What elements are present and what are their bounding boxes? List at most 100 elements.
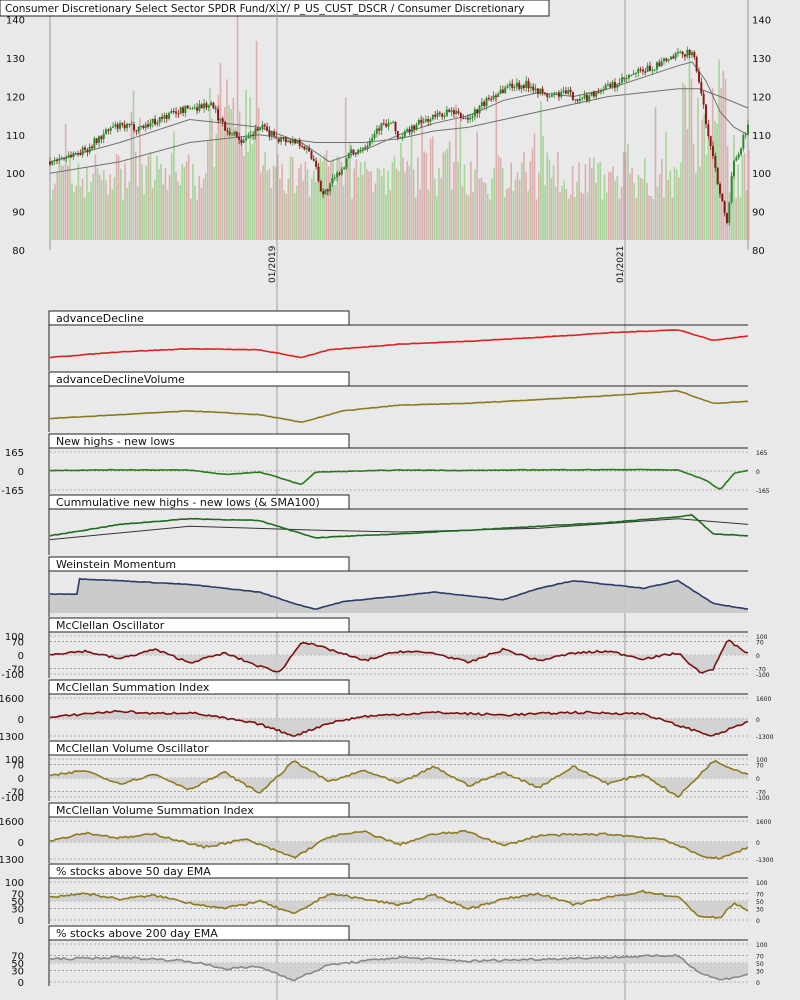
panel-y-tick-left: -100	[1, 670, 24, 681]
volume-bar	[595, 182, 597, 240]
volume-bar	[145, 165, 148, 240]
price-candle-body	[380, 123, 383, 131]
volume-bar	[417, 157, 419, 240]
volume-bar	[603, 174, 606, 240]
panel-y-tick-right: 100	[756, 942, 768, 949]
panel-area-fill	[50, 830, 748, 859]
volume-bar	[718, 59, 720, 240]
price-candle-body	[728, 202, 731, 223]
price-candle-body	[273, 131, 276, 136]
price-candle-body	[515, 82, 518, 88]
volume-bar	[429, 138, 432, 240]
price-candle-body	[350, 149, 353, 154]
price-candle-body	[233, 131, 236, 135]
volume-bar	[684, 85, 686, 240]
price-y-tick-left: 100	[6, 169, 25, 180]
panel-y-tick-left: 100	[5, 878, 24, 889]
volume-bar	[627, 143, 629, 240]
volume-bar	[618, 198, 621, 240]
price-candle-body	[88, 146, 91, 153]
volume-bar	[94, 154, 97, 240]
price-candle-body	[291, 139, 294, 143]
volume-bar	[166, 190, 169, 240]
price-candle-body	[709, 136, 712, 147]
price-panel: 80 80 90 90 100 100 110 110 120 120 130 130 140 140 01…	[0, 0, 800, 283]
price-candle-body	[151, 118, 154, 123]
volume-bar	[455, 104, 457, 240]
price-candle-body	[676, 51, 679, 54]
price-candle-body	[270, 131, 273, 136]
price-candle-body	[637, 69, 640, 73]
indicator-panel-cnhnl: Cummulative new highs - new lows (& SMA1…	[48, 494, 749, 555]
price-candle-body	[478, 105, 481, 114]
volume-bar	[707, 139, 710, 240]
volume-bar	[544, 184, 546, 240]
volume-bar	[741, 155, 744, 240]
price-candle-body	[205, 103, 208, 108]
volume-bar	[289, 156, 292, 240]
volume-bar	[366, 169, 368, 240]
volume-bar	[385, 195, 387, 240]
volume-bar	[236, 0, 239, 240]
price-candle-body	[597, 91, 600, 93]
volume-bar	[217, 95, 220, 240]
volume-bar	[695, 172, 697, 240]
volume-bar	[688, 56, 691, 241]
price-candle-body	[434, 114, 437, 117]
volume-bar	[340, 162, 343, 240]
volume-bar	[419, 189, 421, 240]
price-candle-body	[93, 138, 96, 149]
volume-bar	[463, 164, 466, 240]
panel-y-tick-right: -1300	[756, 857, 774, 864]
volume-bar	[699, 166, 701, 240]
volume-bar	[582, 193, 585, 240]
price-candle-body	[49, 161, 51, 165]
volume-bar	[561, 185, 563, 240]
panel-y-tick-right: -70	[756, 666, 766, 673]
volume-bar	[665, 132, 667, 240]
price-candle-body	[571, 92, 574, 100]
volume-bar	[317, 164, 319, 240]
indicator-panel-mco: McClellan Oscillator100700-70-100100700-…	[1, 617, 770, 681]
price-candle-body	[70, 155, 73, 158]
volume-bar	[610, 171, 612, 240]
volume-bar	[546, 152, 548, 240]
price-candle-body	[679, 51, 682, 53]
volume-bar	[518, 179, 521, 240]
price-candle-body	[525, 80, 528, 88]
panel-y-tick-right: 0	[756, 653, 760, 660]
panel-y-tick-right: 0	[756, 469, 760, 476]
price-candle-body	[396, 131, 399, 139]
price-candle-body	[665, 58, 668, 61]
volume-bar	[113, 177, 116, 240]
price-y-tick-right: 110	[752, 131, 771, 142]
volume-bar	[661, 159, 663, 240]
price-candle-body	[105, 129, 108, 134]
price-y-tick-right: 140	[752, 16, 771, 27]
price-candle-body	[672, 56, 675, 59]
indicator-panel-mvsi: McClellan Volume Summation Index 1600 0 -13…	[0, 802, 774, 866]
price-candle-body	[581, 97, 584, 99]
price-candle-body	[212, 102, 215, 109]
volume-bar	[690, 78, 693, 240]
price-candle-body	[282, 137, 285, 139]
volume-bar	[667, 180, 669, 240]
price-candle-body	[634, 72, 637, 74]
panel-y-tick-left: -70	[8, 664, 24, 675]
volume-bar	[215, 134, 218, 240]
price-candle-body	[382, 123, 385, 125]
volume-bar	[67, 165, 69, 240]
volume-bar	[134, 151, 137, 240]
price-candle-body	[315, 160, 318, 167]
price-candle-body	[686, 49, 689, 57]
volume-bar	[425, 153, 428, 240]
panel-y-tick-right: 165	[756, 450, 768, 457]
volume-bar	[283, 190, 285, 240]
volume-bar	[117, 155, 120, 240]
volume-bar	[374, 183, 377, 240]
volume-bar	[130, 111, 133, 240]
price-candle-body	[102, 133, 105, 140]
volume-bar	[468, 195, 470, 240]
volume-bar	[372, 191, 375, 240]
volume-bar	[453, 162, 455, 240]
